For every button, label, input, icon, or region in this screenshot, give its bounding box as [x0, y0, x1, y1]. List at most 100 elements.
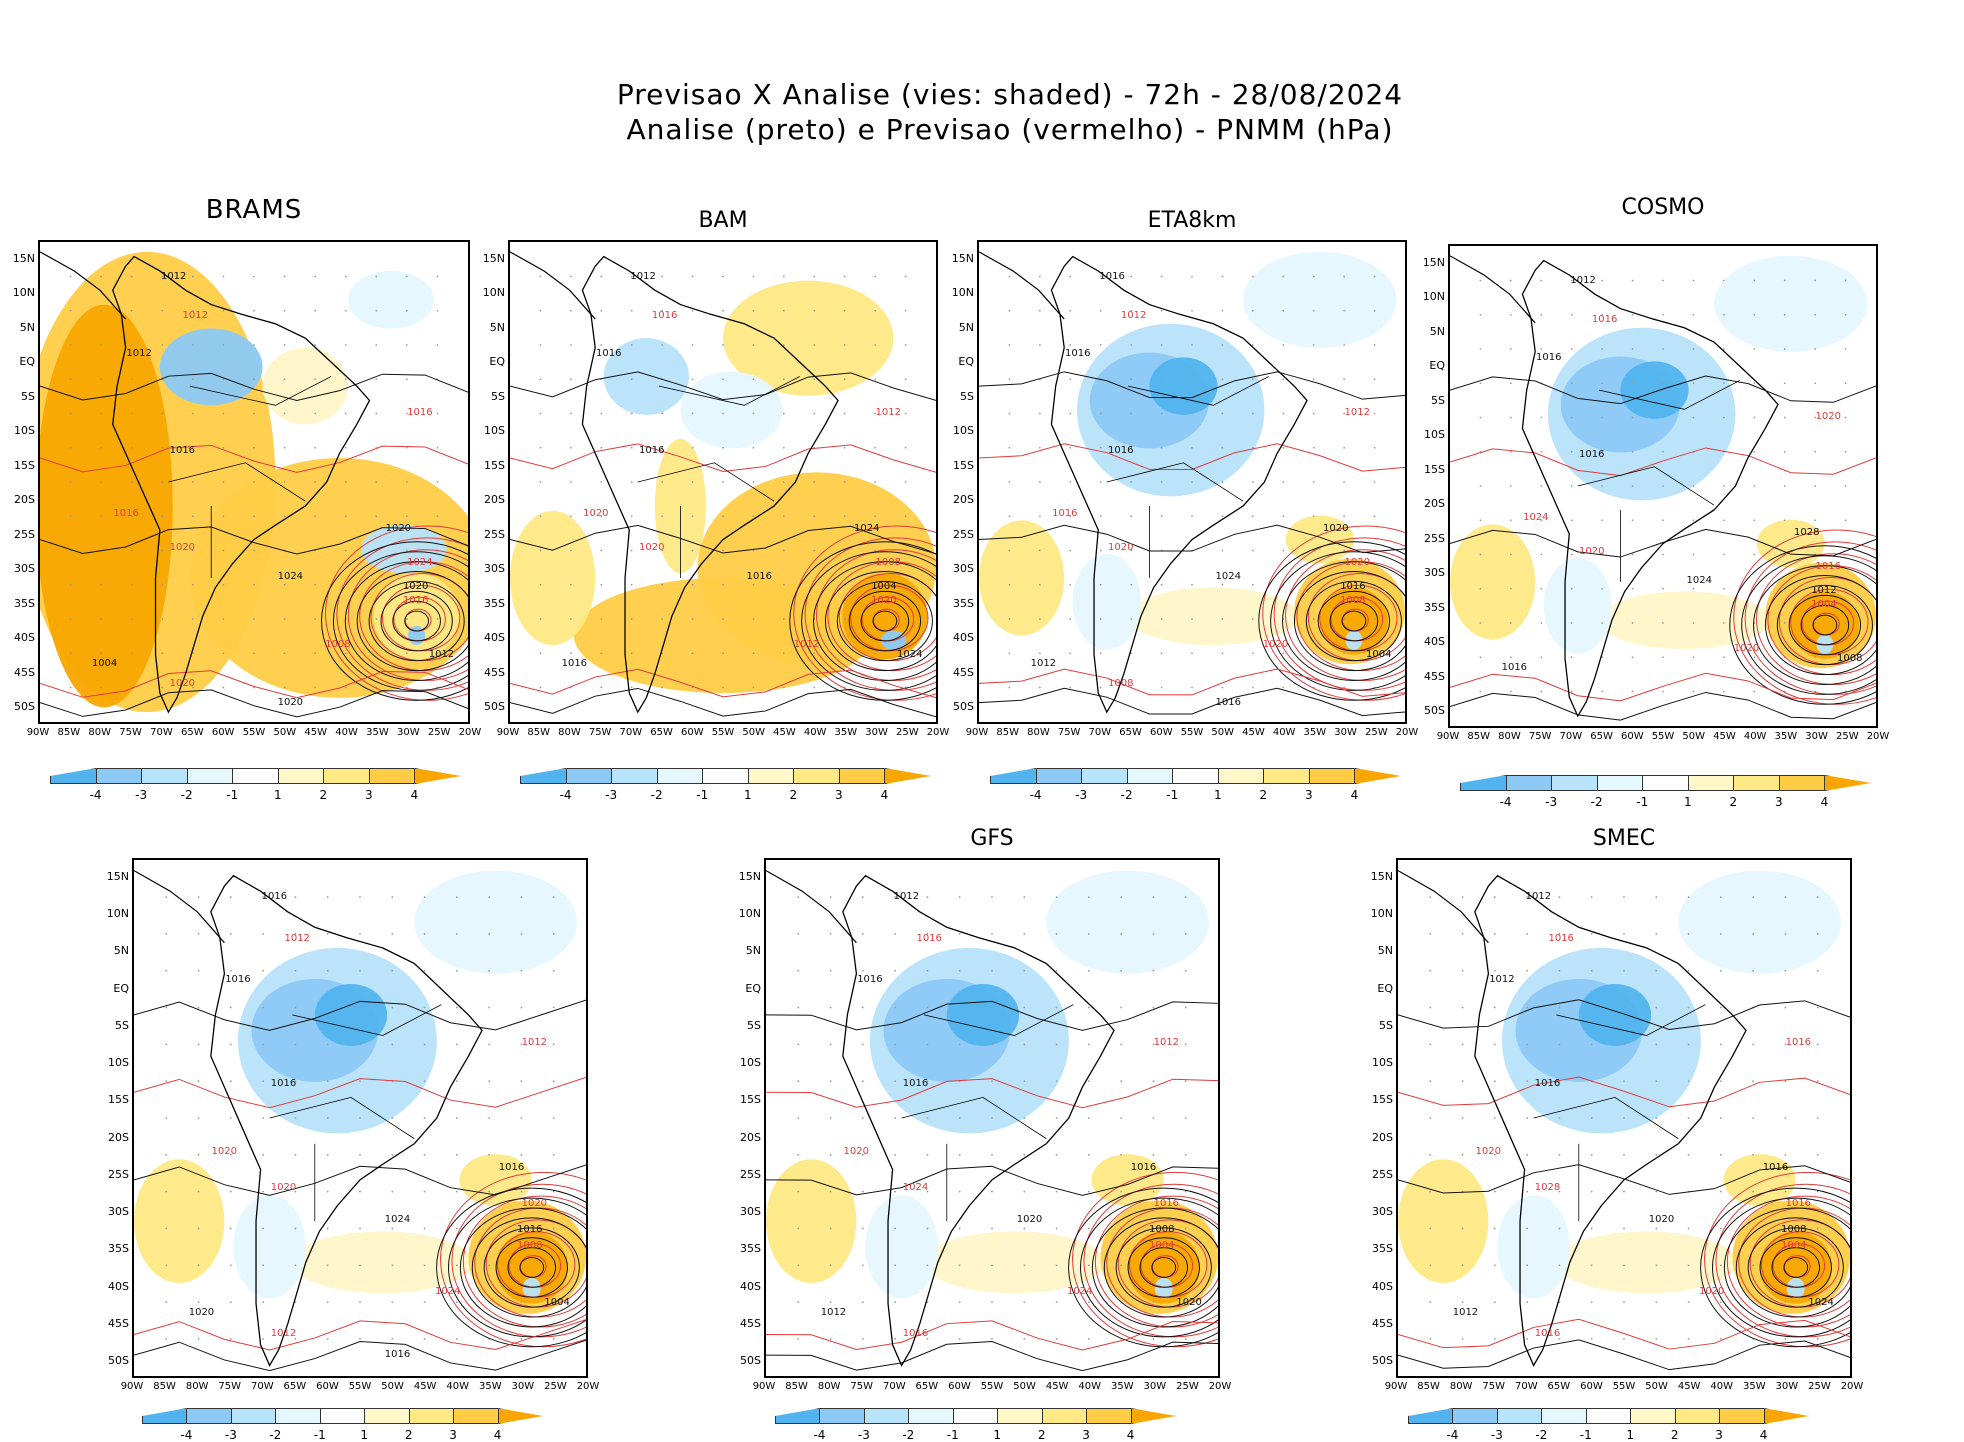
analysis-isobar [836, 580, 933, 662]
country-border [637, 462, 775, 502]
analysis-isobar [134, 1164, 586, 1196]
isobar-label: 1020 [871, 595, 897, 607]
country-border [1577, 466, 1715, 506]
lon-tick-label: 75W [1482, 1381, 1506, 1392]
isobar-label: 1016 [1815, 560, 1841, 572]
lon-tick-label: 45W [304, 727, 328, 738]
isobar-label: 1024 [1686, 575, 1712, 587]
analysis-isobar [1450, 691, 1876, 721]
forecast-isobar [1262, 525, 1405, 701]
forecast-isobar [766, 1078, 1218, 1109]
lon-tick-label: 40W [1078, 1381, 1102, 1392]
colorbar-segment [497, 1408, 543, 1424]
colorbar-tick-label: -2 [269, 1428, 282, 1442]
forecast-isobar [40, 444, 468, 473]
colorbar-tick-label: 3 [449, 1428, 457, 1442]
lat-tick-label: 15N [12, 252, 35, 265]
colorbar-segment [1719, 1408, 1765, 1424]
isobar-label: 1016 [1215, 696, 1241, 708]
lon-tick-label: 60W [1149, 727, 1173, 738]
bias-shade [1786, 1277, 1805, 1299]
lat-tick-label: 5N [113, 944, 129, 958]
bias-shade [1556, 1231, 1737, 1294]
lon-tick-label: 70W [619, 727, 643, 738]
lat-tick-label: 50S [1372, 1354, 1393, 1367]
analysis-isobar [519, 1257, 545, 1278]
analysis-isobar [1747, 1227, 1844, 1308]
isobar-label: 1008 [517, 1239, 543, 1251]
isobar-label: 1016 [1536, 352, 1562, 364]
lat-tick-label: 30S [740, 1205, 761, 1219]
colorbar-tick-label: 4 [410, 788, 419, 802]
lon-tick-label: 20W [1208, 1381, 1232, 1392]
analysis-isobar [507, 1247, 557, 1288]
colorbar-tick-label: 3 [1305, 788, 1313, 802]
colorbar-segment [230, 1408, 277, 1424]
lat-tick-label: 35S [108, 1242, 129, 1256]
lat-tick-label: 5N [19, 320, 35, 334]
map-canvas-panel5 [134, 870, 586, 1372]
analysis-isobar [766, 1000, 1218, 1031]
lat-tick-label: 5S [1379, 1018, 1393, 1032]
lat-tick-label: 10N [951, 286, 974, 300]
lat-tick-label: 20S [953, 493, 974, 507]
lon-tick-label: 35W [1742, 1381, 1766, 1392]
lat-tick-label: 45S [1424, 669, 1445, 683]
analysis-isobar [1450, 375, 1876, 405]
colorbar-tick-label: -1 [1636, 795, 1649, 809]
central-america-outline [766, 870, 857, 944]
lon-tick-label: 30W [396, 727, 420, 738]
central-america-outline [1450, 255, 1536, 324]
analysis-isobar [495, 1237, 568, 1298]
colorbar-tick-label: -4 [180, 1428, 193, 1442]
colorbar-tick-label: 4 [1820, 795, 1829, 809]
analysis-isobar [1258, 541, 1405, 701]
isobar-label: 1012 [284, 932, 310, 944]
country-border [1599, 380, 1740, 410]
bias-shade [1345, 630, 1363, 650]
lat-tick-label: 25S [1424, 531, 1445, 545]
isobar-label: 1016 [746, 571, 772, 583]
analysis-isobar [979, 687, 1405, 717]
analysis-isobar [1753, 565, 1876, 685]
lat-tick-label: 30S [108, 1205, 129, 1219]
lon-tick-label: 25W [1364, 727, 1388, 738]
colorbar-segment [319, 1408, 366, 1424]
colorbar-tick-label: -4 [1446, 1428, 1459, 1442]
isobar-label: 1016 [261, 891, 288, 903]
analysis-isobar [1735, 1217, 1850, 1318]
lat-tick-label: 15S [108, 1093, 129, 1107]
colorbar-tick-label: -1 [696, 788, 709, 802]
isobar-label: 1024 [277, 571, 304, 583]
colorbar-tick-label: -3 [224, 1428, 237, 1442]
analysis-isobar [510, 371, 936, 401]
analysis-isobar [134, 1339, 586, 1372]
lat-tick-label: 35S [740, 1242, 761, 1256]
lat-tick-label: 25S [953, 527, 974, 541]
colorbar-segment [232, 768, 279, 784]
lon-tick-label: 30W [1775, 1381, 1799, 1392]
lon-tick-label: 55W [1651, 731, 1675, 742]
forecast-isobar [1072, 1171, 1218, 1348]
colorbar-segment [775, 1408, 821, 1424]
analysis-isobar [872, 610, 898, 632]
lat-tick-label: 45S [953, 665, 974, 679]
central-america-outline [40, 251, 127, 320]
lon-tick-label: 80W [817, 1381, 841, 1392]
isobar-label: 1008 [1149, 1224, 1175, 1235]
lat-tick-label: 30S [1372, 1205, 1393, 1219]
colorbar-segment [1630, 1408, 1676, 1424]
lat-tick-label: 40S [108, 1279, 129, 1293]
lon-tick-label: 60W [1580, 1381, 1603, 1392]
isobar-label: 1016 [916, 932, 942, 944]
colorbar-tick-label: -1 [1579, 1428, 1592, 1442]
isobar-label: 1008 [1340, 595, 1366, 607]
lat-tick-label: 40S [484, 631, 505, 645]
lon-tick-label: 45W [413, 1381, 437, 1392]
lon-tick-label: 70W [250, 1381, 274, 1392]
lon-tick-label: 65W [1590, 731, 1613, 742]
lon-tick-label: 25W [1176, 1381, 1199, 1392]
bias-shade [924, 1231, 1105, 1294]
lat-tick-label: 40S [1372, 1279, 1393, 1293]
colorbar-segment [747, 768, 795, 784]
